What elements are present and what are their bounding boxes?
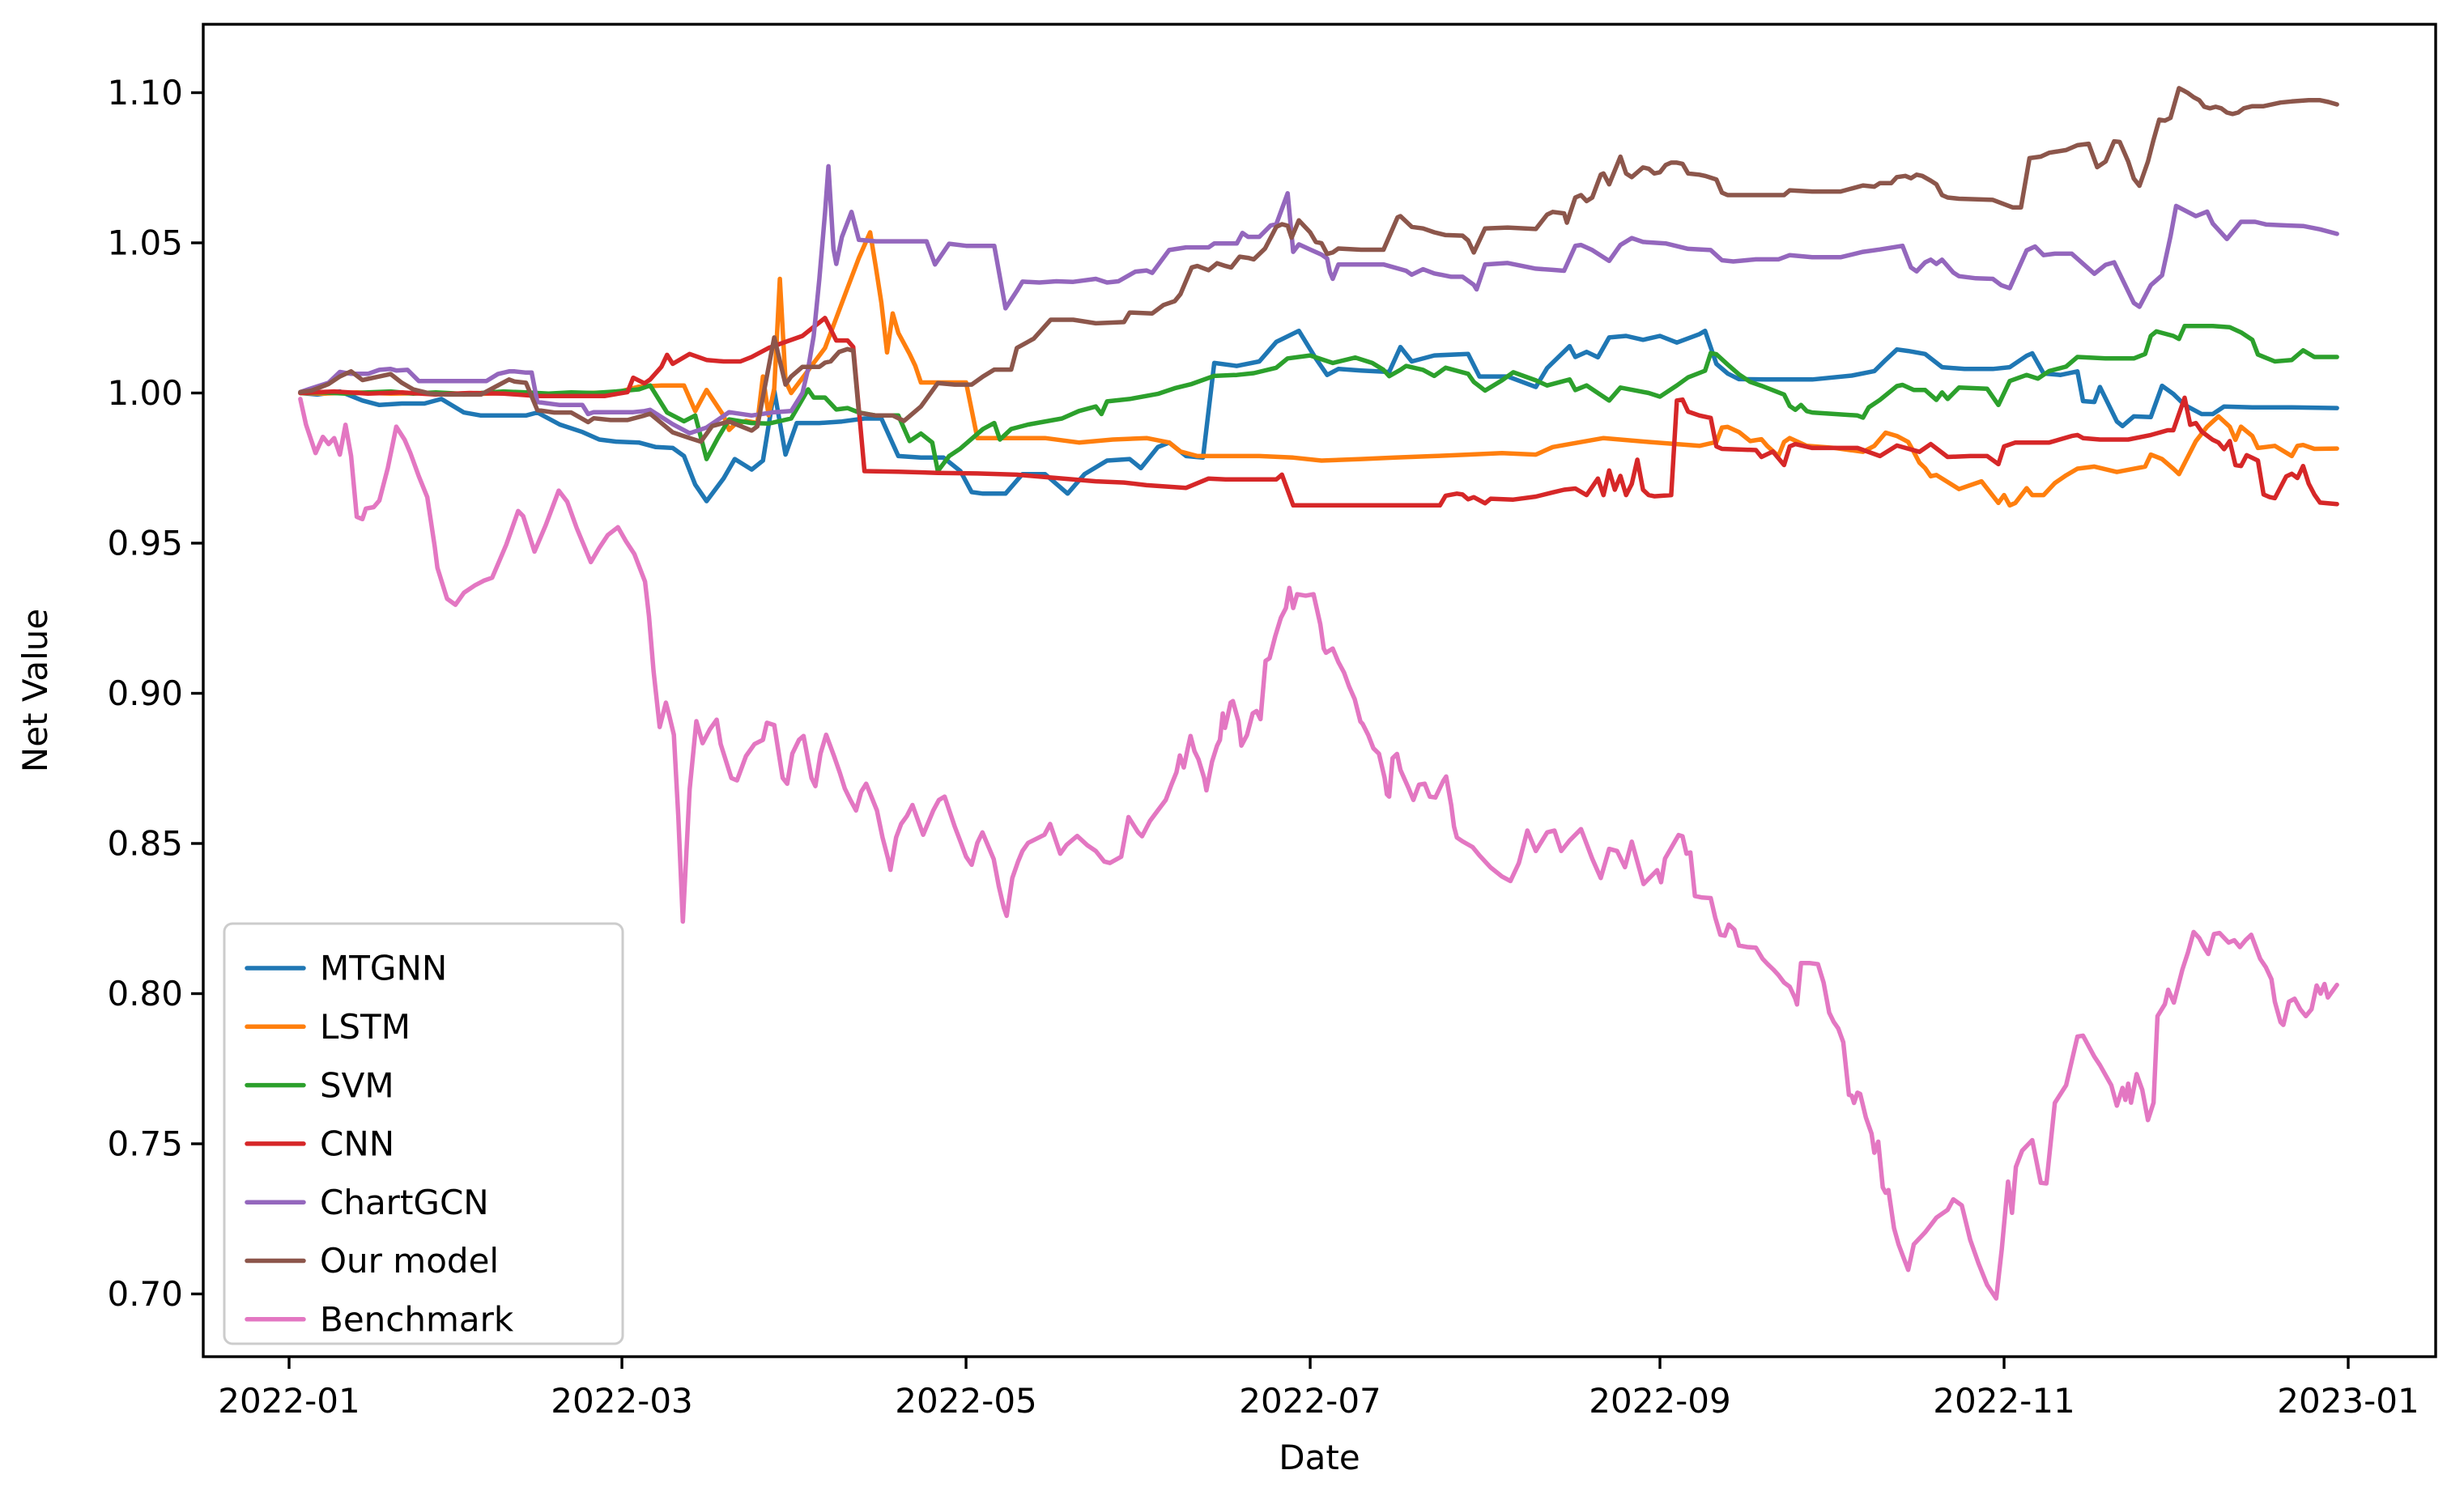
- y-tick-label: 1.05: [107, 223, 183, 263]
- x-tick-label: 2022-01: [218, 1381, 360, 1421]
- legend-label: Benchmark: [320, 1300, 514, 1340]
- series-line-cnn: [298, 316, 2339, 508]
- y-tick-label: 0.85: [107, 824, 183, 864]
- y-tick-label: 1.00: [107, 373, 183, 413]
- legend-label: LSTM: [320, 1007, 411, 1047]
- x-tick-label: 2022-09: [1589, 1381, 1731, 1421]
- legend-item-chartgcn[interactable]: ChartGCN: [245, 1183, 489, 1222]
- series-line-our-model: [298, 86, 2339, 444]
- legend-item-svm[interactable]: SVM: [245, 1065, 394, 1105]
- legend-label: Our model: [320, 1241, 499, 1281]
- legend: MTGNN LSTM SVM CNN ChartGCN Our model Benchmar…: [223, 922, 624, 1345]
- y-tick-label: 0.90: [107, 673, 183, 713]
- x-tick-label: 2022-11: [1933, 1381, 2075, 1421]
- y-axis-title: Net Value: [15, 609, 55, 772]
- legend-item-cnn[interactable]: CNN: [245, 1124, 394, 1164]
- x-tick-label: 2023-01: [2277, 1381, 2419, 1421]
- x-axis-title: Date: [1279, 1438, 1360, 1477]
- y-tick-label: 0.80: [107, 974, 183, 1013]
- x-tick-label: 2022-07: [1239, 1381, 1381, 1421]
- series-line-chartgcn: [298, 164, 2339, 435]
- legend-box: [223, 922, 624, 1345]
- x-tick-label: 2022-05: [895, 1381, 1037, 1421]
- y-tick-label: 0.70: [107, 1274, 183, 1314]
- x-axis: 2022-01 2022-03 2022-05 2022-07 2022-09 2022-…: [218, 1357, 2419, 1421]
- series-line-svm: [298, 324, 2339, 474]
- legend-label: ChartGCN: [320, 1183, 489, 1222]
- x-tick-label: 2022-03: [551, 1381, 693, 1421]
- legend-label: SVM: [320, 1065, 394, 1105]
- series-lines: [298, 86, 2339, 1301]
- y-tick-label: 0.95: [107, 524, 183, 563]
- legend-item-lstm[interactable]: LSTM: [245, 1007, 411, 1047]
- y-axis: 0.70 0.75 0.80 0.85 0.90 0.95 1.00 1.05 1.10: [107, 73, 203, 1314]
- legend-item-our-model[interactable]: Our model: [245, 1241, 499, 1281]
- legend-item-mtgnn[interactable]: MTGNN: [245, 949, 447, 988]
- legend-label: MTGNN: [320, 949, 447, 988]
- legend-label: CNN: [320, 1124, 394, 1164]
- series-line-mtgnn: [298, 328, 2339, 503]
- legend-item-benchmark[interactable]: Benchmark: [245, 1300, 514, 1340]
- y-tick-label: 1.10: [107, 73, 183, 113]
- series-line-benchmark: [298, 397, 2339, 1301]
- y-tick-label: 0.75: [107, 1124, 183, 1164]
